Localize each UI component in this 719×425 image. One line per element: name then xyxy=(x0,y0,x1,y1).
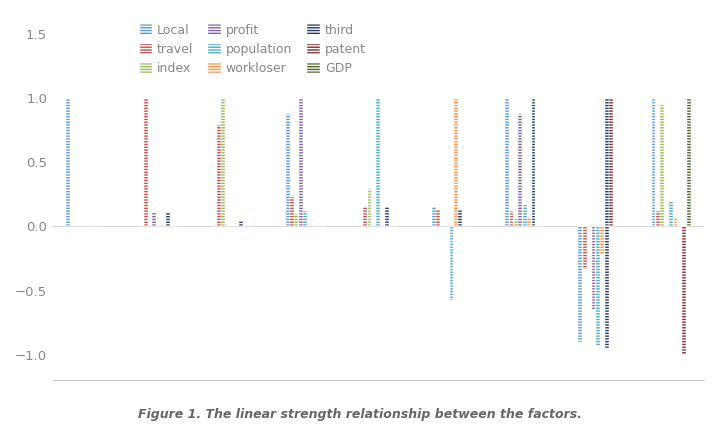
Bar xyxy=(605,227,608,348)
Bar xyxy=(531,98,536,227)
Bar xyxy=(600,227,604,255)
Bar xyxy=(152,212,156,227)
Bar xyxy=(674,218,677,227)
Bar xyxy=(449,227,454,300)
Legend: Local, travel, index, profit, population, workloser, third, patent, GDP: Local, travel, index, profit, population… xyxy=(137,21,368,78)
Bar xyxy=(299,98,303,227)
Bar xyxy=(377,98,380,227)
Bar xyxy=(578,227,582,342)
Bar xyxy=(363,207,367,227)
Bar xyxy=(144,98,147,227)
Bar xyxy=(285,113,290,227)
Bar xyxy=(669,201,673,227)
Bar xyxy=(295,214,298,227)
Bar xyxy=(592,227,595,310)
Bar xyxy=(656,211,660,227)
Bar xyxy=(523,205,526,227)
Bar xyxy=(385,207,389,227)
Bar xyxy=(454,98,458,227)
Bar xyxy=(583,227,587,269)
Bar xyxy=(436,209,440,227)
Bar xyxy=(66,98,70,227)
Bar xyxy=(605,98,608,227)
Bar xyxy=(510,211,513,227)
Bar xyxy=(239,221,243,227)
Bar xyxy=(660,105,664,227)
Bar xyxy=(651,98,656,227)
Text: Figure 1. The linear strength relationship between the factors.: Figure 1. The linear strength relationsh… xyxy=(137,408,582,421)
Bar xyxy=(459,210,462,227)
Bar xyxy=(221,98,225,227)
Bar xyxy=(217,125,221,227)
Bar xyxy=(367,189,372,227)
Bar xyxy=(514,219,518,227)
Bar xyxy=(609,98,613,227)
Bar xyxy=(290,197,294,227)
Bar xyxy=(518,113,522,227)
Bar xyxy=(596,227,600,346)
Bar xyxy=(165,212,170,227)
Bar xyxy=(432,207,436,227)
Bar xyxy=(687,98,690,227)
Bar xyxy=(527,218,531,227)
Bar xyxy=(505,98,509,227)
Bar xyxy=(682,227,686,354)
Bar xyxy=(303,211,307,227)
